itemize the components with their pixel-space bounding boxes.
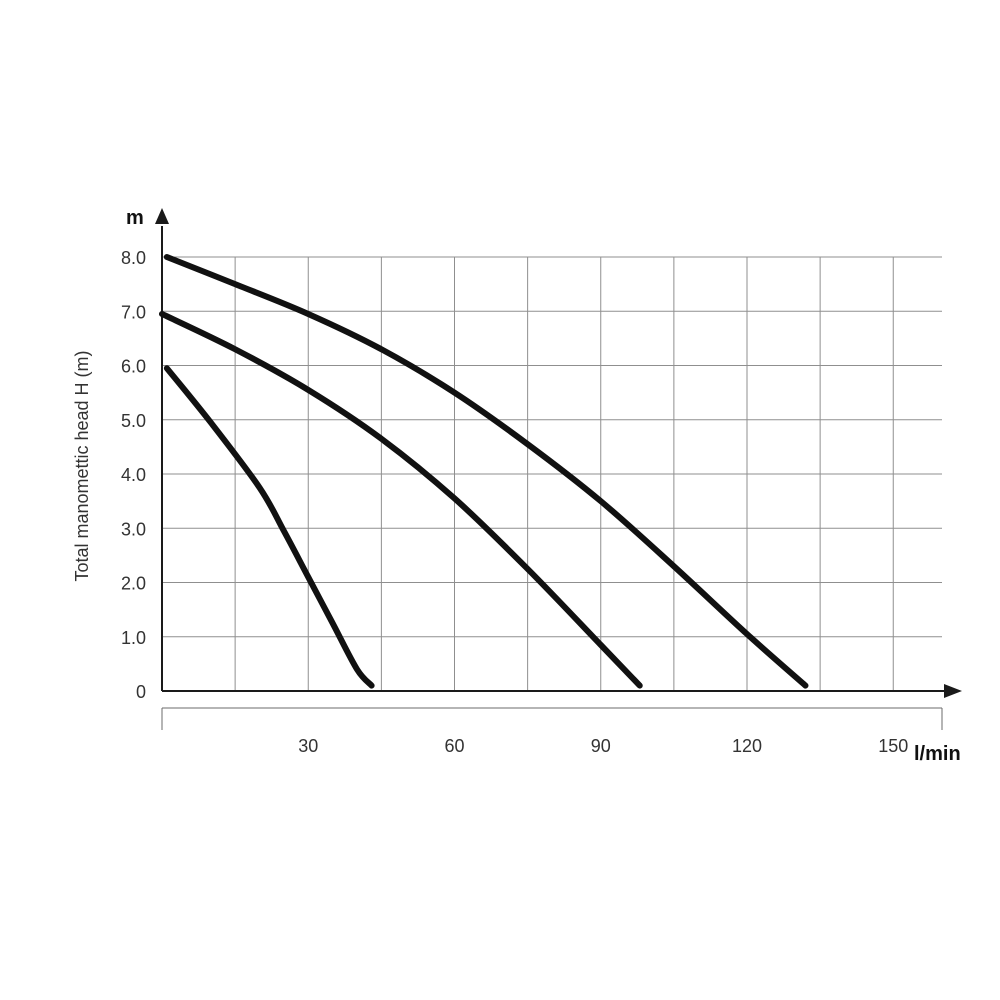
x-axis-arrow xyxy=(944,684,962,698)
y-tick-label: 2.0 xyxy=(121,574,146,594)
x-tick-label: 60 xyxy=(444,736,464,756)
grid xyxy=(162,256,942,691)
y-tick-label: 0 xyxy=(136,682,146,702)
y-tick-label: 8.0 xyxy=(121,248,146,268)
y-axis-label: Total manomettic head H (m) xyxy=(72,350,92,581)
pump-curve-3 xyxy=(163,254,809,689)
tick-labels: 0 1.0 2.0 3.0 4.0 5.0 6.0 7.0 8.0 30 60 90 120 150 xyxy=(121,248,908,756)
x-tick-label: 90 xyxy=(591,736,611,756)
x-axis-label: l/min xyxy=(914,743,961,765)
y-tick-label: 6.0 xyxy=(121,357,146,377)
y-axis-arrow xyxy=(155,208,169,224)
x-tick-label: 30 xyxy=(298,736,318,756)
y-tick-label: 7.0 xyxy=(121,302,146,322)
y-tick-label: 5.0 xyxy=(121,411,146,431)
x-tick-label: 120 xyxy=(732,736,762,756)
y-tick-label: 1.0 xyxy=(121,628,146,648)
pump-curve-2 xyxy=(159,310,643,689)
x-tick-label: 150 xyxy=(878,736,908,756)
y-tick-label: 3.0 xyxy=(121,519,146,539)
axes: m l/min Total manomettic head H (m) xyxy=(72,207,962,765)
y-unit-label: m xyxy=(126,207,144,229)
curves xyxy=(159,254,809,689)
y-tick-label: 4.0 xyxy=(121,465,146,485)
pump-curve-1 xyxy=(163,365,375,689)
